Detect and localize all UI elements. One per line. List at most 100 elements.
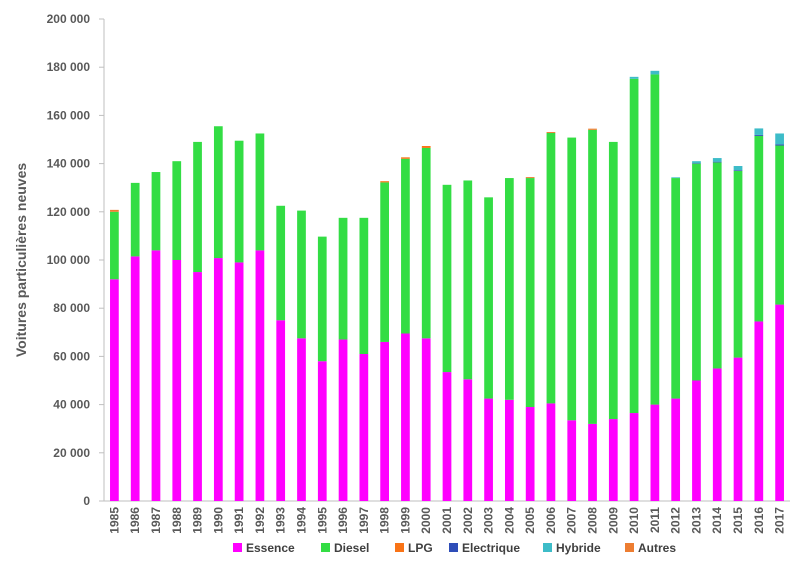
bar-diesel-1995 [317,236,327,362]
bar-diesel-2004 [504,178,514,400]
bar-diesel-1989 [193,141,202,273]
bar-essence-2016 [754,321,764,501]
bar-electrique-2013 [692,163,701,164]
bar-diesel-2009 [608,141,618,420]
legend-swatch-lpg [395,543,404,552]
y-tick-label: 200 000 [47,12,91,26]
x-tick-label: 2003 [482,507,496,534]
x-tick-label: 2014 [710,507,724,534]
bar-autres-2005 [525,177,535,179]
bars [110,70,784,501]
bar-diesel-2001 [442,184,452,373]
x-tick-label: 2011 [648,507,662,533]
bar-diesel-2006 [546,132,556,404]
bar-diesel-1998 [380,182,390,342]
bar-diesel-1994 [297,210,306,339]
bar-diesel-2000 [421,147,431,339]
x-tick-label: 2008 [586,507,600,534]
bar-essence-2007 [567,420,577,501]
bar-diesel-1991 [234,140,244,263]
x-tick-label: 2017 [773,507,787,534]
y-tick-label: 0 [83,494,90,508]
bar-essence-1991 [234,262,244,501]
bar-essence-2000 [421,338,431,501]
bar-essence-2008 [588,423,597,501]
bar-essence-2003 [484,398,493,501]
x-tick-label: 2009 [606,507,620,534]
bar-essence-2002 [463,379,473,501]
bar-essence-2012 [671,398,681,501]
x-tick-label: 1986 [128,507,142,534]
bar-essence-2010 [629,413,639,501]
bar-diesel-1992 [255,133,265,251]
bar-essence-2006 [546,403,556,501]
bar-hybride-2013 [692,161,701,164]
x-axis-ticks: 1985 1986 1987 1988 1989 1990 1991 1992 1993 1994… [107,507,786,534]
bar-diesel-2014 [712,162,722,369]
x-tick-label: 2002 [461,507,475,534]
x-tick-label: 2007 [565,507,579,534]
legend-label-essence: Essence [246,541,295,555]
x-tick-label: 1992 [253,507,267,534]
bar-essence-1994 [297,338,306,501]
bar-hybride-2017 [775,133,784,145]
x-tick-label: 2001 [440,507,454,534]
legend-label-autres: Autres [638,541,676,555]
bar-hybride-2012 [671,177,681,179]
bar-diesel-2002 [463,180,473,380]
x-tick-label: 2010 [627,507,641,534]
bar-essence-1989 [193,272,202,501]
legend-swatch-autres [625,543,634,552]
x-tick-label: 1996 [336,507,350,534]
bar-diesel-2008 [588,129,597,424]
y-tick-label: 140 000 [47,157,91,171]
bar-diesel-2007 [567,137,577,421]
bar-electrique-2016 [754,134,764,136]
bar-diesel-2017 [775,145,784,305]
x-tick-label: 2016 [752,507,766,534]
bar-autres-2008 [588,128,597,130]
x-tick-label: 1989 [191,507,205,534]
bar-diesel-2003 [484,197,493,399]
bar-essence-2004 [504,399,514,501]
bar-hybride-2016 [754,128,764,135]
x-tick-label: 2013 [689,507,703,534]
bar-autres-2006 [546,132,556,133]
x-tick-label: 1998 [378,507,392,534]
bar-essence-1988 [172,260,182,501]
legend-swatch-electrique [449,543,458,552]
bar-lpg-1999 [401,157,410,159]
x-tick-label: 2000 [419,507,433,534]
x-tick-label: 1993 [274,507,288,534]
y-tick-label: 100 000 [47,253,91,267]
x-tick-label: 2012 [669,507,683,534]
bar-essence-2015 [733,357,743,501]
legend-label-lpg: LPG [408,541,433,555]
x-tick-label: 1997 [357,507,371,534]
y-tick-label: 160 000 [47,108,91,122]
y-tick-label: 20 000 [53,446,90,460]
bar-diesel-1985 [110,211,119,280]
bar-essence-1993 [276,320,286,501]
bar-diesel-2016 [754,135,764,322]
y-tick-label: 120 000 [47,205,91,219]
bar-diesel-1990 [213,126,223,259]
legend-swatch-hybride [543,543,552,552]
legend-label-diesel: Diesel [334,541,369,555]
bar-essence-2005 [525,407,535,501]
bar-diesel-2012 [671,178,681,399]
bar-diesel-1987 [151,172,161,251]
bar-essence-2013 [692,380,701,501]
bar-hybride-2010 [629,76,639,79]
x-tick-label: 2005 [523,507,537,534]
bar-diesel-1999 [401,158,410,334]
bar-essence-1997 [359,353,369,501]
y-tick-label: 180 000 [47,60,91,74]
bar-diesel-2011 [650,74,660,405]
bar-essence-1996 [338,339,348,501]
bar-diesel-1993 [276,205,286,321]
bar-essence-1987 [151,250,161,501]
x-tick-label: 1988 [170,507,184,534]
x-tick-label: 1987 [149,507,163,534]
